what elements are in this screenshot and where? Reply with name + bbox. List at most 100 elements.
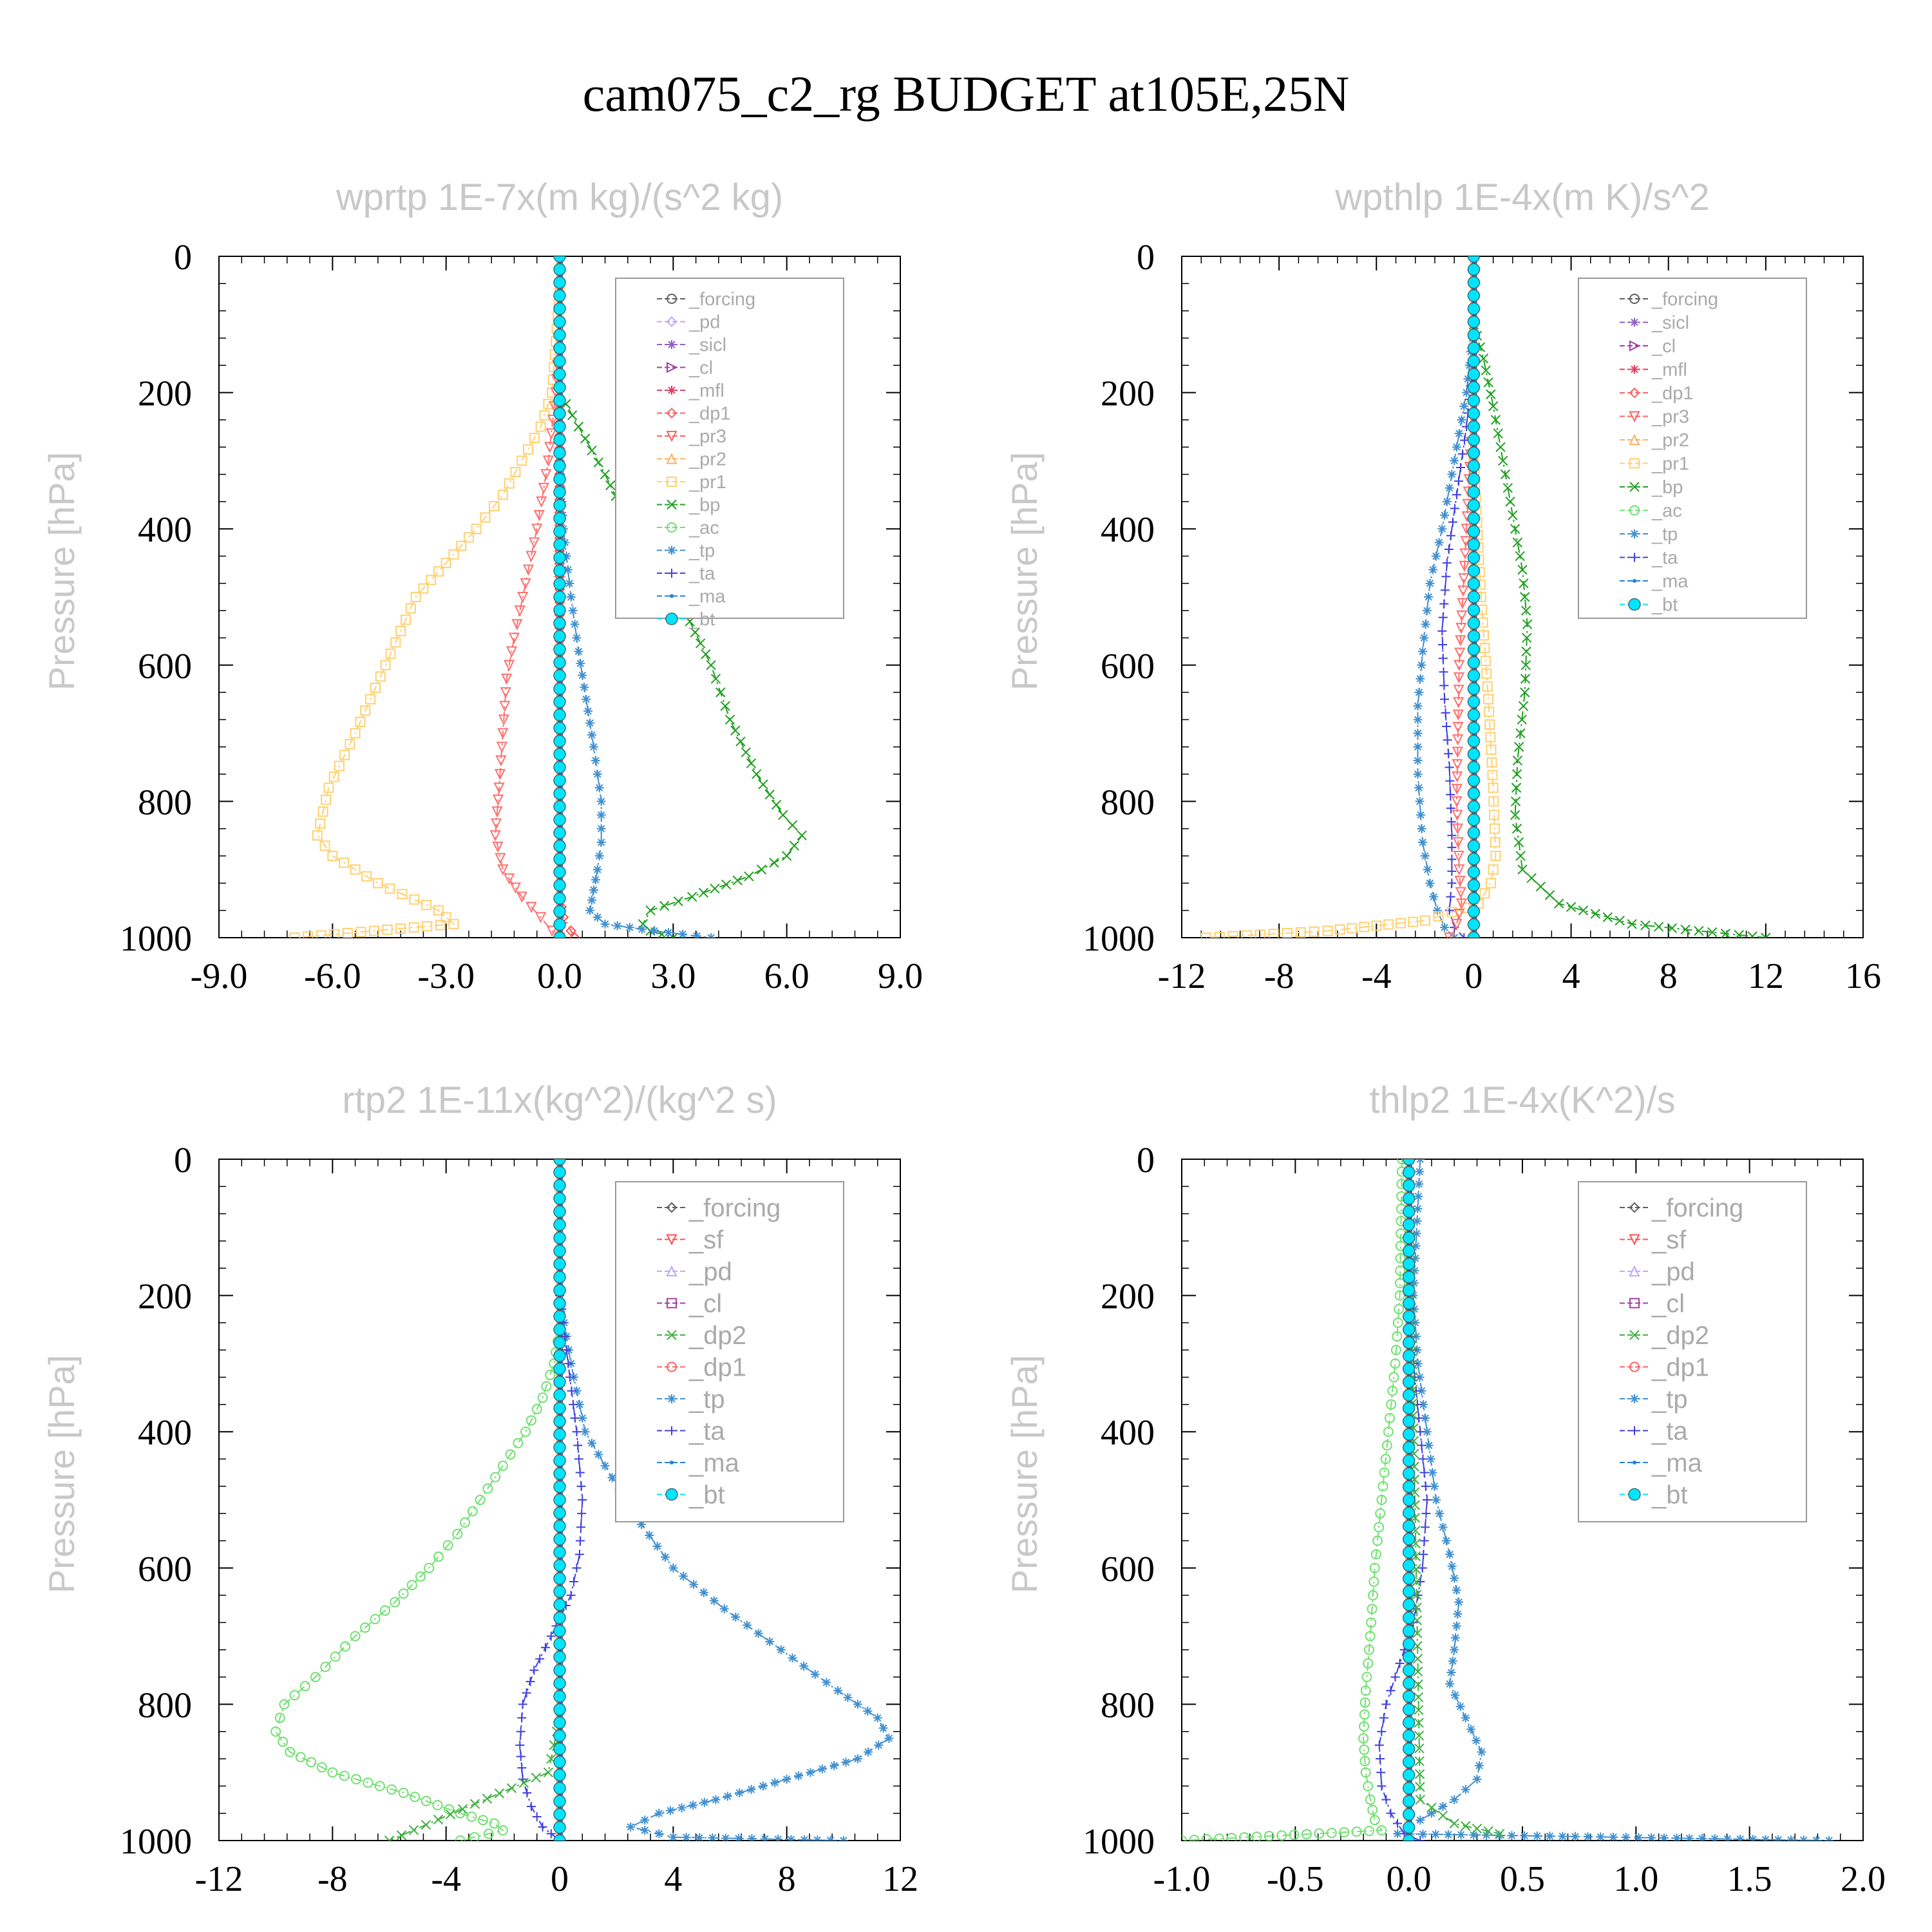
series-marker-bp [1517, 564, 1528, 575]
series-marker-pr1 [400, 614, 411, 625]
series-marker-bt [1467, 512, 1481, 525]
y-tick-label: 800 [1101, 1685, 1155, 1725]
series-marker-pr1 [395, 923, 406, 934]
series-marker-ta [522, 1788, 532, 1797]
series-marker-bt [1402, 1519, 1416, 1533]
series-marker-dp1 [1276, 1830, 1287, 1841]
series-marker-dp1 [1365, 1794, 1376, 1805]
series-marker-tp [1466, 1725, 1476, 1734]
series-marker-ta [526, 1677, 535, 1687]
series-marker-bp [659, 900, 670, 911]
series-marker-ta [546, 1829, 556, 1839]
series-marker-ta [1445, 776, 1455, 786]
series-marker-ta [569, 1399, 578, 1409]
legend-label: _tp [688, 1385, 725, 1414]
series-marker-pr1 [1484, 706, 1495, 717]
series-marker-ta [1447, 878, 1457, 888]
series-marker-ta [540, 1643, 550, 1653]
series-marker-pr3 [545, 428, 557, 440]
panel-title: rtp2 1E-11x(kg^2)/(kg^2 s) [342, 1079, 777, 1121]
legend-marker [1629, 387, 1640, 399]
legend-marker [1630, 365, 1639, 374]
series-marker-pr3 [1452, 721, 1464, 734]
series-marker-bp [605, 480, 616, 491]
x-tick-label: -3.0 [417, 956, 475, 996]
series-marker-bt [1467, 420, 1481, 433]
series-marker-dp1 [497, 1825, 508, 1836]
series-marker-bt [553, 433, 566, 446]
series-marker-dp1 [327, 1767, 338, 1778]
series-marker-pr1 [303, 931, 314, 938]
series-marker-pr1 [1484, 719, 1495, 730]
panel-title: wpthlp 1E-4x(m K)/s^2 [1334, 176, 1710, 218]
series-marker-bp [1520, 674, 1531, 684]
series-marker-bt [1467, 748, 1481, 761]
series-marker-tp [1424, 592, 1434, 601]
series-marker-tp [607, 1473, 617, 1482]
legend-marker [1629, 1265, 1640, 1276]
series-marker-ta [1446, 531, 1455, 540]
series-marker-bp [1627, 919, 1637, 929]
series-marker-bp [1495, 442, 1506, 452]
series-marker-pr3 [1452, 823, 1464, 835]
series-marker-tp [1445, 1679, 1455, 1689]
series-marker-bt [1467, 446, 1481, 459]
series-marker-bt [553, 1192, 566, 1205]
series-marker-pr1 [510, 467, 521, 478]
series-marker-bp [1667, 923, 1678, 933]
series-marker-pr1 [370, 683, 381, 694]
series-marker-bt [553, 1729, 566, 1742]
series-marker-ta [526, 1802, 536, 1812]
series-marker-bt [1467, 878, 1481, 892]
series-marker-pr1 [1490, 851, 1501, 862]
series-marker-dp1 [1214, 1833, 1225, 1841]
chart-panel-2: wpthlp 1E-4x(m K)/s^2 Pressure [hPa] -12 -8… [1004, 176, 1881, 996]
legend-label: _pr3 [1651, 407, 1689, 428]
legend-label: _forcing [688, 289, 755, 310]
series-marker-ta [1437, 626, 1447, 636]
series-marker-bt [553, 564, 566, 578]
series-marker-bt [553, 1310, 566, 1323]
series-marker-dp2 [457, 1804, 468, 1814]
series-marker-bp [573, 421, 584, 432]
series-marker-bp [1510, 524, 1520, 534]
series-marker-pr1 [433, 905, 444, 916]
legend-marker [1629, 1202, 1640, 1213]
series-marker-pr1 [1486, 757, 1497, 768]
series-marker-bp [1514, 742, 1524, 752]
series-marker-bt [553, 800, 566, 813]
legend-label: _pd [688, 312, 720, 333]
series-marker-bt [553, 1205, 566, 1218]
series-marker-tp [719, 1604, 729, 1614]
series-marker-dp1 [306, 1757, 317, 1768]
series-marker-bt [553, 1624, 566, 1638]
series-marker-bt [553, 866, 566, 879]
series-marker-dp1 [350, 1631, 361, 1642]
series-marker-tp [1774, 1835, 1783, 1841]
legend-label: _pr3 [688, 426, 726, 447]
legend-marker [1629, 505, 1640, 516]
series-marker-pr1 [1488, 796, 1499, 807]
series-marker-pr3 [1454, 864, 1465, 876]
series-marker-tp [708, 1833, 717, 1841]
series-marker-tp [574, 1399, 584, 1409]
series-marker-bt [553, 1506, 566, 1520]
series-marker-pr3 [497, 728, 509, 739]
series-marker-dp1 [545, 1370, 556, 1381]
series-marker-bt [1467, 433, 1481, 446]
series-marker-ta [1421, 1481, 1430, 1491]
series-marker-dp1 [1369, 1562, 1380, 1573]
series-marker-bt [1402, 1376, 1416, 1388]
x-tick-label: 3.0 [650, 956, 696, 996]
series-marker-dp1 [1390, 1358, 1401, 1369]
series-marker-pr1 [1479, 643, 1490, 654]
series-marker-bt [553, 603, 566, 617]
series-marker-dp1 [442, 1540, 453, 1551]
series-marker-dp1 [1363, 1781, 1374, 1792]
legend-label: _ta [688, 1417, 725, 1446]
series-marker-bt [553, 892, 566, 905]
x-tick-label: -9.0 [191, 956, 248, 996]
series-marker-bt [1402, 1310, 1416, 1323]
series-marker-ta [1440, 585, 1450, 595]
legend-label: _mfl [688, 381, 724, 401]
